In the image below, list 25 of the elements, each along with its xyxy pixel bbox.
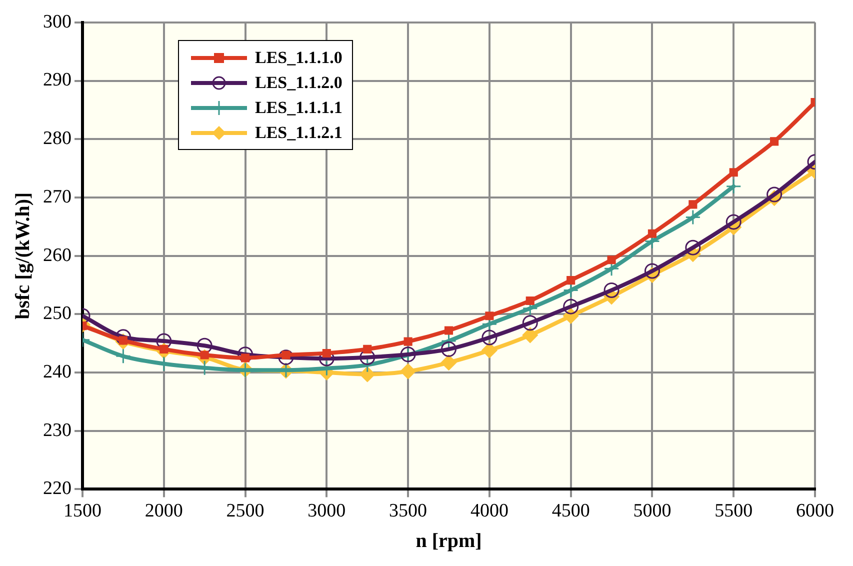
y-tick-label: 230 — [43, 420, 72, 441]
y-tick-label: 280 — [43, 128, 72, 150]
x-tick-label: 4000 — [470, 500, 508, 522]
legend-label: LES_1.1.2.0 — [255, 72, 342, 92]
x-tick-label: 2500 — [226, 500, 264, 522]
y-tick-label: 300 — [43, 11, 72, 32]
y-axis-title: bsfc [g/(kW.h)] — [12, 192, 34, 320]
legend-label: LES_1.1.1.0 — [255, 48, 342, 68]
y-tick-label: 220 — [43, 478, 72, 500]
x-axis-title: n [rpm] — [416, 530, 482, 552]
x-tick-label: 1500 — [64, 500, 102, 522]
y-tick-label: 250 — [43, 303, 72, 324]
y-tick-label: 290 — [43, 70, 72, 91]
x-tick-label: 6000 — [796, 500, 834, 522]
x-tick-label: 3000 — [308, 500, 346, 522]
legend-label: LES_1.1.2.1 — [255, 122, 342, 142]
x-tick-label: 4500 — [552, 500, 590, 522]
x-tick-label: 2000 — [144, 500, 183, 522]
x-tick-label: 5500 — [714, 500, 753, 522]
y-tick-label: 260 — [43, 244, 72, 266]
y-tick-label: 240 — [43, 361, 72, 382]
x-tick-label: 3500 — [389, 500, 428, 522]
legend-label: LES_1.1.1.1 — [255, 98, 342, 118]
x-tick-label: 5000 — [633, 500, 672, 522]
y-tick-label: 270 — [43, 186, 72, 208]
